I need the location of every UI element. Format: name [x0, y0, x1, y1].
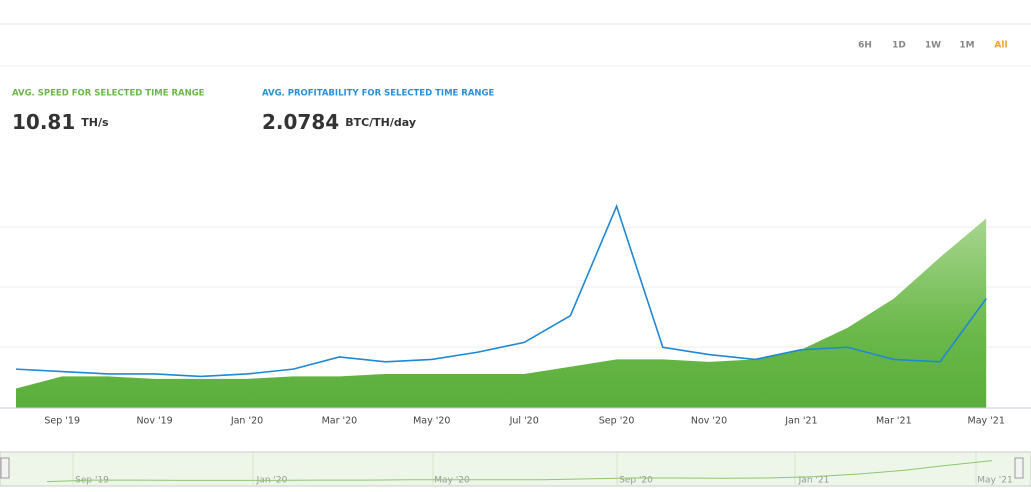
x-tick-label: Sep '19: [44, 416, 80, 427]
navigator[interactable]: [0, 451, 1031, 487]
range-button[interactable]: 1M: [959, 41, 974, 51]
x-tick-label: May '20: [413, 416, 450, 427]
stat-label: AVG. SPEED FOR SELECTED TIME RANGE: [12, 89, 205, 99]
x-tick-label: Sep '20: [599, 416, 635, 427]
nav-handle[interactable]: [0, 457, 10, 479]
nav-label: May '20: [434, 476, 470, 486]
stat-value: 2.0784 BTC/TH/day: [262, 110, 416, 134]
nav-label: Sep '20: [619, 476, 653, 486]
stat-value: 10.81 TH/s: [12, 110, 109, 134]
x-tick-label: Mar '20: [322, 416, 358, 427]
x-tick-label: May '21: [968, 416, 1005, 427]
stat-label: AVG. PROFITABILITY FOR SELECTED TIME RAN…: [262, 89, 495, 99]
nav-line: [46, 460, 993, 483]
nav-label: Jan '21: [798, 476, 830, 486]
stat-unit: TH/s: [81, 116, 109, 129]
x-tick-label: Mar '21: [876, 416, 912, 427]
stat-number: 2.0784: [262, 110, 339, 134]
x-tick-label: Jan '20: [230, 416, 263, 427]
x-tick-label: Jul '20: [509, 416, 539, 427]
range-button[interactable]: 6H: [858, 41, 872, 51]
range-button[interactable]: 1W: [925, 41, 941, 51]
x-tick-label: Jan '21: [784, 416, 817, 427]
stat-unit: BTC/TH/day: [345, 116, 416, 129]
nav-label: May '21: [977, 476, 1012, 486]
x-tick-label: Nov '19: [136, 416, 172, 427]
range-button[interactable]: All: [994, 41, 1007, 51]
stat-number: 10.81: [12, 110, 75, 134]
x-tick-label: Nov '20: [691, 416, 727, 427]
nav-handle[interactable]: [1014, 457, 1024, 479]
range-button[interactable]: 1D: [892, 41, 906, 51]
profitability-line: [15, 204, 987, 378]
speed-area: [16, 218, 987, 408]
